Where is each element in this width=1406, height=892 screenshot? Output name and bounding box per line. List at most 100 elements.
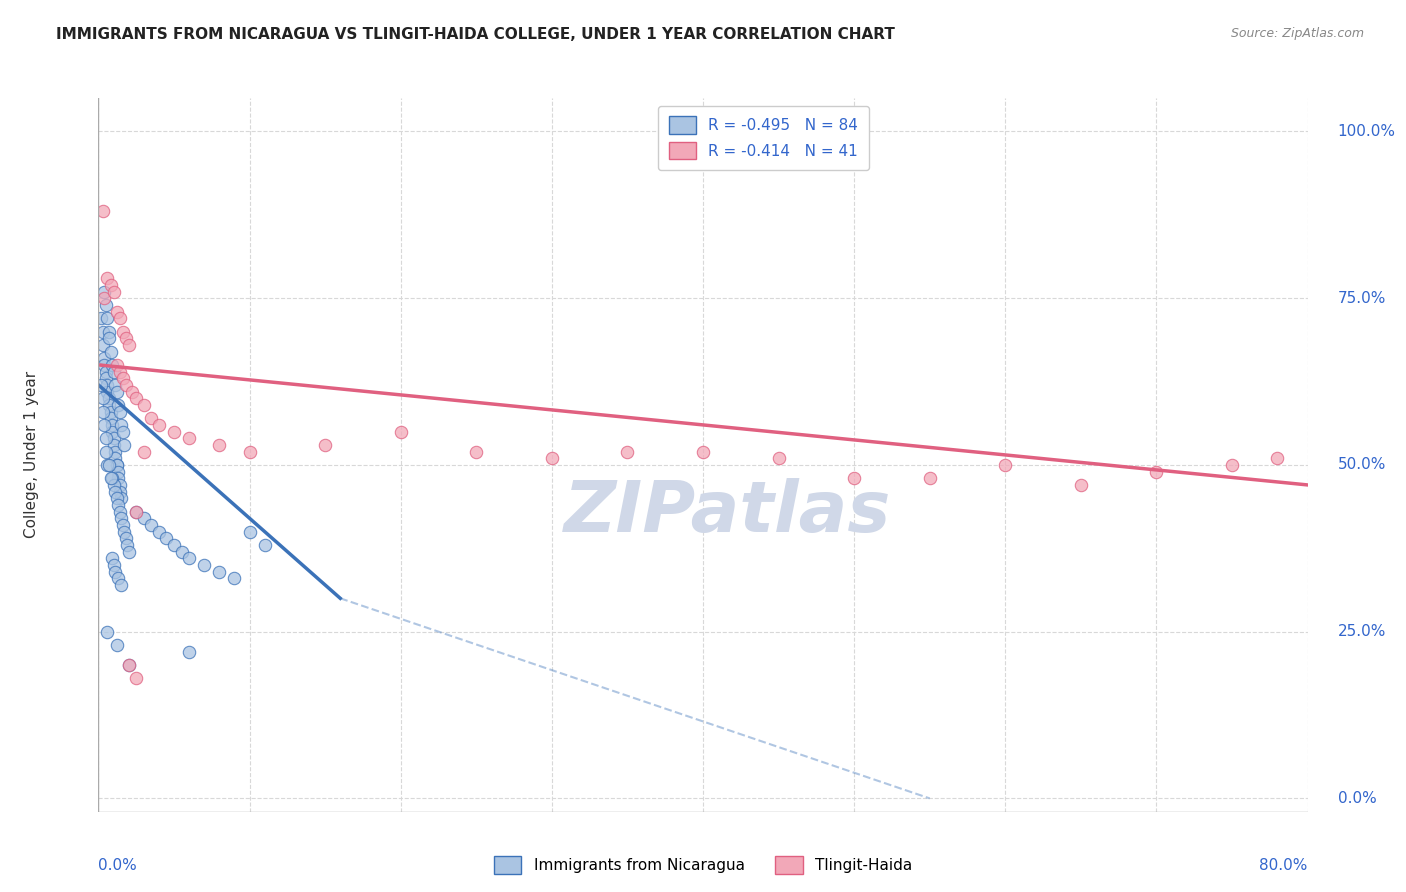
Point [94,298,117,312]
Point [1265,451,1288,466]
Point [103,478,125,492]
Point [105,358,128,372]
Point [108,484,131,499]
Point [103,431,125,445]
Point [148,524,170,539]
Point [692,444,714,458]
Point [104,484,127,499]
Point [96,624,118,639]
Point [98,331,121,345]
Point [125,391,148,405]
Point [104,451,127,466]
Point [96,311,118,326]
Point [114,531,136,545]
Point [98,398,121,412]
Text: Source: ZipAtlas.com: Source: ZipAtlas.com [1230,27,1364,40]
Point [105,304,128,318]
Point [616,444,638,458]
Point [93,358,115,372]
Point [96,384,118,399]
Point [389,425,412,439]
Text: College, Under 1 year: College, Under 1 year [24,371,39,539]
Point [105,638,128,652]
Point [94,365,117,379]
Text: 0.0%: 0.0% [98,858,138,873]
Text: ZIPatlas: ZIPatlas [564,477,891,547]
Point [101,471,124,485]
Point [314,438,336,452]
Point [107,398,129,412]
Point [1070,478,1092,492]
Point [103,285,125,299]
Point [193,558,215,572]
Point [125,505,148,519]
Point [253,538,276,552]
Point [118,658,141,673]
Point [132,511,155,525]
Point [98,391,121,405]
Point [93,291,115,305]
Point [91,391,114,405]
Point [100,471,122,485]
Point [107,498,129,512]
Point [224,571,246,585]
Point [108,311,131,326]
Point [96,377,118,392]
Point [105,458,128,472]
Point [115,538,138,552]
Point [105,458,128,472]
Point [100,411,122,425]
Point [132,444,155,458]
Point [114,377,136,392]
Text: 100.0%: 100.0% [1339,124,1396,139]
Point [91,325,114,339]
Point [148,417,170,432]
Point [239,524,262,539]
Point [155,531,177,545]
Point [844,471,866,485]
Point [108,478,131,492]
Point [93,417,115,432]
Point [110,578,132,592]
Point [132,398,155,412]
Point [94,431,117,445]
Point [239,444,262,458]
Point [110,511,132,525]
Point [101,417,124,432]
Point [208,565,231,579]
Point [107,465,129,479]
Point [177,431,201,445]
Point [101,425,124,439]
Point [91,338,114,352]
Point [110,417,132,432]
Point [110,491,132,506]
Point [108,404,131,418]
Point [104,377,127,392]
Point [94,371,117,385]
Point [108,365,131,379]
Point [111,518,134,533]
Point [768,451,790,466]
Text: 80.0%: 80.0% [1260,858,1308,873]
Point [125,671,148,685]
Point [540,451,562,466]
Point [101,358,124,372]
Point [91,404,114,418]
Point [108,505,131,519]
Point [163,538,186,552]
Point [105,384,128,399]
Point [104,444,127,458]
Point [111,371,134,385]
Point [101,551,124,566]
Point [1220,458,1243,472]
Point [170,544,193,558]
Point [107,471,129,485]
Text: 50.0%: 50.0% [1339,458,1386,473]
Point [107,571,129,585]
Point [111,325,134,339]
Legend: R = -0.495   N = 84, R = -0.414   N = 41: R = -0.495 N = 84, R = -0.414 N = 41 [658,106,869,170]
Point [94,444,117,458]
Point [98,458,121,472]
Point [918,471,941,485]
Point [994,458,1017,472]
